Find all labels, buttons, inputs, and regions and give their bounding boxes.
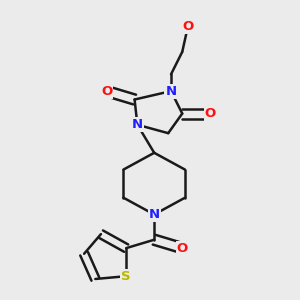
Text: O: O xyxy=(205,107,216,120)
Text: N: N xyxy=(148,208,160,221)
Text: S: S xyxy=(122,270,131,283)
Text: O: O xyxy=(182,20,194,33)
Text: O: O xyxy=(177,242,188,255)
Text: N: N xyxy=(166,85,177,98)
Text: O: O xyxy=(101,85,112,98)
Text: N: N xyxy=(132,118,143,131)
